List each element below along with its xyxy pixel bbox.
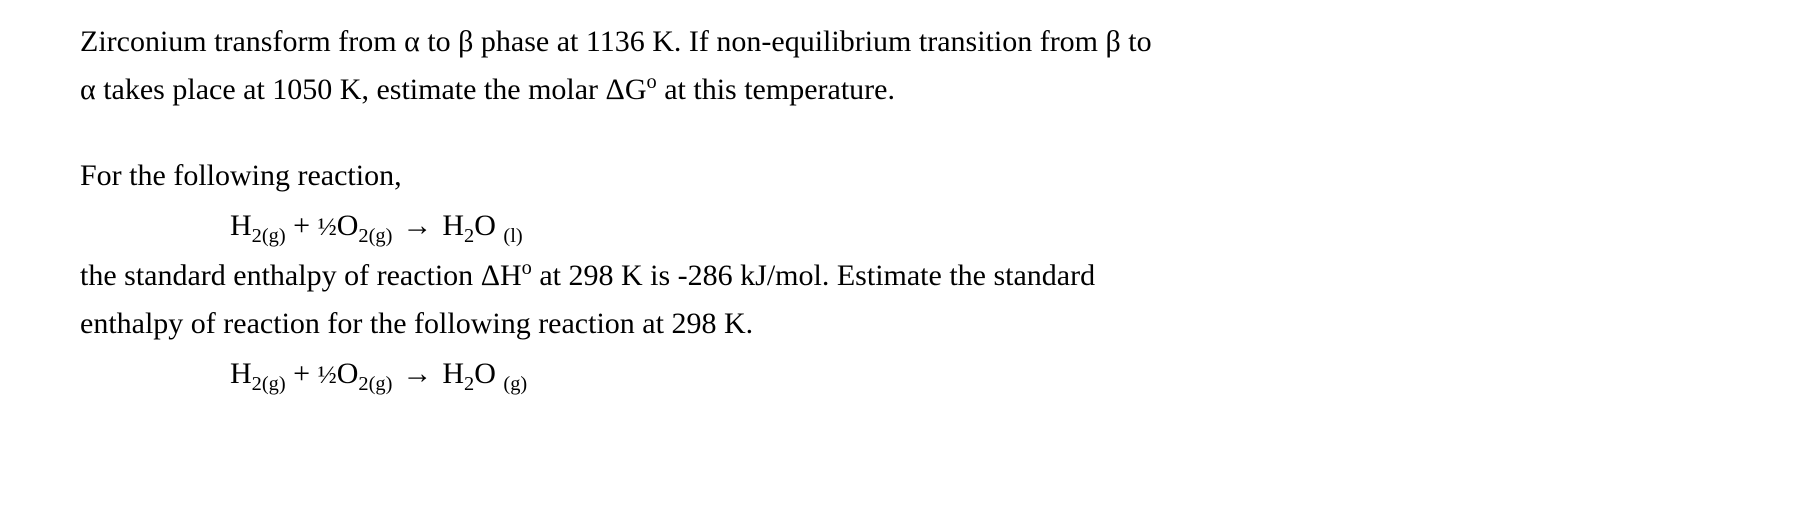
h2o-h: H (442, 209, 464, 242)
beta-symbol: β (1106, 25, 1121, 58)
q1-text: phase at 1136 K. If non-equilibrium tran… (473, 25, 1105, 58)
delta-g-symbol: ΔG (606, 73, 647, 106)
o2-symbol: O (337, 357, 359, 390)
degree-superscript: o (522, 257, 532, 279)
phase-liquid: (l) (503, 225, 522, 247)
arrow-icon: → (392, 202, 442, 250)
q1-line-1: Zirconium transform from α to β phase at… (80, 18, 1753, 66)
alpha-symbol: α (80, 73, 96, 106)
equation-2: H2(g) + ½O2(g)→H2O (g) (230, 350, 1753, 398)
phase-gas: (g) (262, 225, 286, 247)
q1-text: Zirconium transform from (80, 25, 404, 58)
delta-h-symbol: ΔH (481, 259, 522, 292)
q1-line-2: α takes place at 1050 K, estimate the mo… (80, 66, 1753, 114)
one-half: ½ (318, 212, 337, 241)
subscript-2: 2 (358, 373, 368, 395)
phase-gas: (g) (503, 373, 527, 395)
beta-symbol: β (458, 25, 473, 58)
alpha-symbol: α (404, 25, 420, 58)
subscript-2: 2 (252, 373, 262, 395)
q2-text: at 298 K is -286 kJ/mol. Estimate the st… (532, 259, 1095, 292)
h2o-o: O (474, 209, 503, 242)
q1-text: to (1121, 25, 1152, 58)
subscript-2: 2 (464, 225, 474, 247)
q2-mid-line-1: the standard enthalpy of reaction ΔHo at… (80, 252, 1753, 300)
phase-gas: (g) (262, 373, 286, 395)
subscript-2: 2 (358, 225, 368, 247)
question-1: Zirconium transform from α to β phase at… (80, 18, 1753, 114)
arrow-icon: → (392, 350, 442, 398)
subscript-2: 2 (252, 225, 262, 247)
h2-symbol: H (230, 209, 252, 242)
phase-gas: (g) (369, 225, 393, 247)
h2o-o: O (474, 357, 503, 390)
subscript-2: 2 (464, 373, 474, 395)
question-2: For the following reaction, H2(g) + ½O2(… (80, 152, 1753, 398)
h2o-h: H (442, 357, 464, 390)
q1-text: to (420, 25, 458, 58)
q1-text: takes place at 1050 K, estimate the mola… (96, 73, 606, 106)
q2-text: the standard enthalpy of reaction (80, 259, 481, 292)
q1-text: at this temperature. (657, 73, 895, 106)
q2-intro: For the following reaction, (80, 152, 1753, 200)
phase-gas: (g) (369, 373, 393, 395)
h2-symbol: H (230, 357, 252, 390)
equation-1: H2(g) + ½O2(g)→H2O (l) (230, 202, 1753, 250)
one-half: ½ (318, 360, 337, 389)
degree-superscript: o (647, 71, 657, 93)
plus-sign: + (286, 209, 318, 242)
q2-mid-line-2: enthalpy of reaction for the following r… (80, 300, 1753, 348)
plus-sign: + (286, 357, 318, 390)
o2-symbol: O (337, 209, 359, 242)
